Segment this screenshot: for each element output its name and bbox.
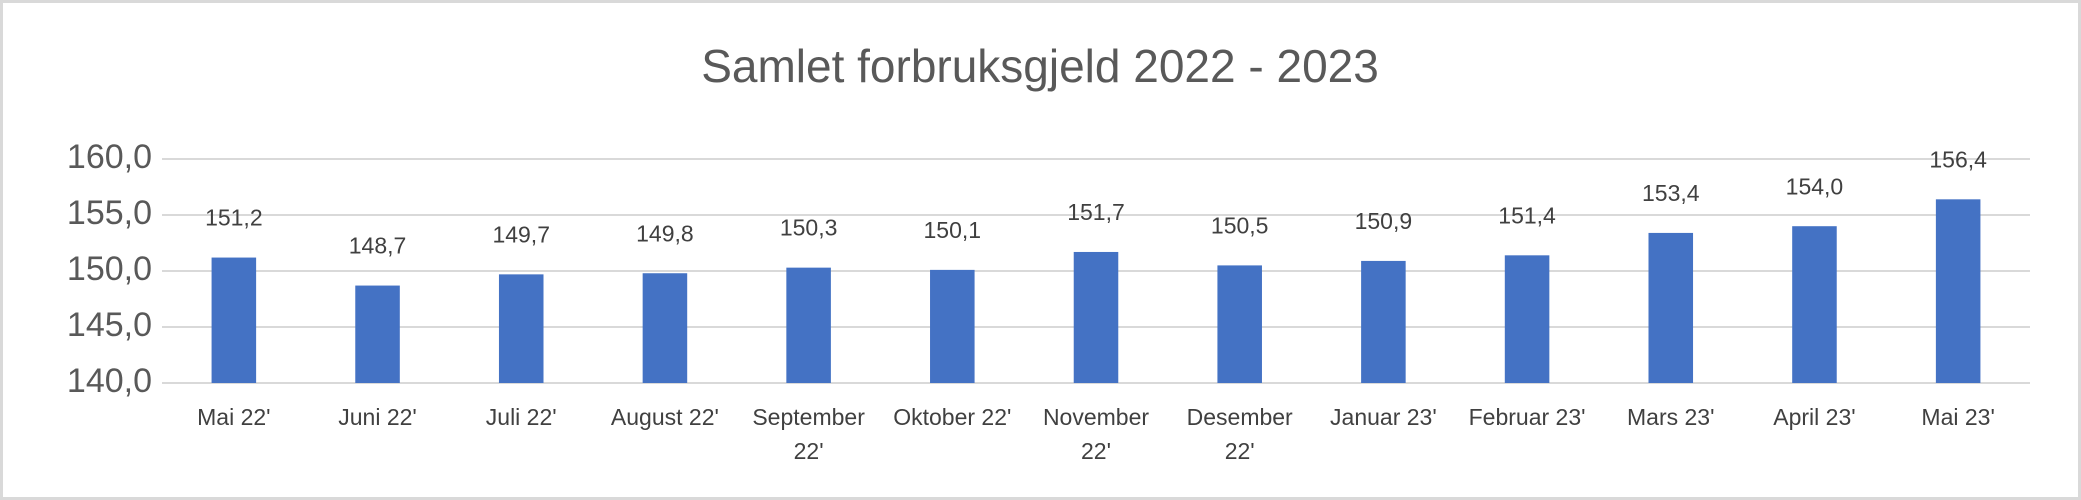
bar xyxy=(1073,251,1119,383)
bar xyxy=(1935,199,1981,383)
x-tick-label: Februar 23' xyxy=(1469,404,1586,430)
bar xyxy=(786,267,831,383)
data-label: 150,9 xyxy=(1355,208,1413,234)
data-label: 148,7 xyxy=(349,233,407,259)
y-tick-label: 145,0 xyxy=(67,306,152,344)
bar xyxy=(1792,226,1837,383)
x-tick-label: November 22' xyxy=(1043,404,1149,464)
x-tick-label: Mai 22' xyxy=(197,404,270,430)
bar xyxy=(211,257,257,383)
data-label: 150,5 xyxy=(1211,212,1269,238)
y-tick-label: 160,0 xyxy=(67,138,152,176)
x-tick-label: Juni 22' xyxy=(338,404,417,430)
bar xyxy=(1217,265,1262,383)
x-tick-label: Oktober 22' xyxy=(893,404,1011,430)
x-tick-label: Mars 23' xyxy=(1627,404,1714,430)
chart-title: Samlet forbruksgjeld 2022 - 2023 xyxy=(701,40,1379,92)
data-label: 156,4 xyxy=(1929,146,1987,172)
bar xyxy=(355,285,400,383)
bar xyxy=(1361,260,1406,383)
data-label: 150,3 xyxy=(780,215,838,241)
x-tick-label: Juli 22' xyxy=(486,404,557,430)
data-label: 149,7 xyxy=(492,221,550,247)
bar xyxy=(930,269,975,383)
bar xyxy=(498,274,544,383)
x-tick-label: April 23' xyxy=(1773,404,1855,430)
x-tick-label: Desember 22' xyxy=(1187,404,1293,464)
y-tick-label: 155,0 xyxy=(67,194,152,232)
x-tick-label: Januar 23' xyxy=(1330,404,1437,430)
x-tick-label: Mai 23' xyxy=(1921,404,1994,430)
data-label: 153,4 xyxy=(1642,180,1700,206)
data-label: 154,0 xyxy=(1786,173,1844,199)
data-label: 150,1 xyxy=(924,217,982,243)
bar xyxy=(1648,232,1694,383)
data-label: 151,7 xyxy=(1067,199,1125,225)
y-tick-label: 150,0 xyxy=(67,250,152,288)
y-tick-label: 140,0 xyxy=(67,362,152,400)
data-label: 151,2 xyxy=(205,205,263,231)
data-label: 149,8 xyxy=(636,220,694,246)
bar xyxy=(642,273,688,383)
x-tick-label: September 22' xyxy=(752,404,865,464)
data-label: 151,4 xyxy=(1498,202,1556,228)
bar xyxy=(1504,255,1550,383)
x-tick-label: August 22' xyxy=(611,404,719,430)
